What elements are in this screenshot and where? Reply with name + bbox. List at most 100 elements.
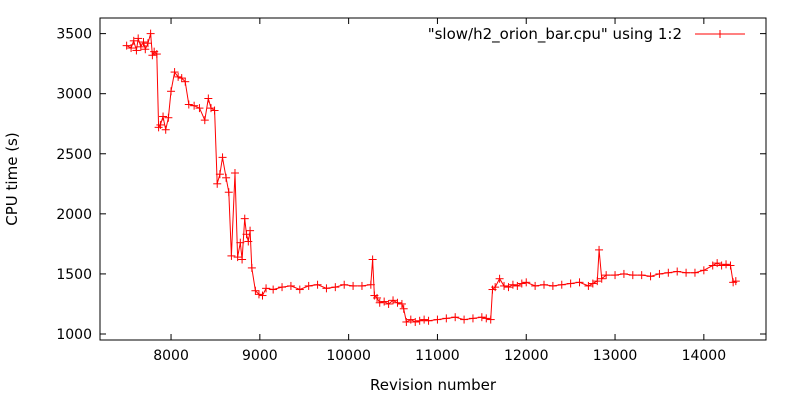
data-point <box>152 50 161 59</box>
data-point <box>236 238 245 247</box>
data-point <box>637 271 646 280</box>
data-point <box>588 279 597 288</box>
data-point <box>200 116 209 125</box>
data-point <box>468 314 477 323</box>
data-point <box>486 315 495 324</box>
data-point <box>595 245 604 254</box>
data-point <box>477 313 486 322</box>
y-tick-label: 3500 <box>56 27 92 43</box>
data-point <box>148 51 157 60</box>
data-point <box>269 285 278 294</box>
data-point <box>357 281 366 290</box>
data-point <box>251 286 260 295</box>
x-tick-label: 13000 <box>593 348 638 364</box>
data-point <box>708 261 717 270</box>
data-point <box>286 281 295 290</box>
data-point <box>122 41 131 50</box>
data-point <box>159 112 168 121</box>
y-tick-label: 1000 <box>56 327 92 343</box>
y-tick-label: 3000 <box>56 87 92 103</box>
data-point <box>218 153 227 162</box>
data-point <box>213 179 222 188</box>
x-axis-title: Revision number <box>370 376 497 394</box>
tick-labels: 8000 9000 10000 11000 12000 13000 14000 1000 150… <box>56 27 726 364</box>
data-point <box>174 72 183 81</box>
data-point <box>262 284 271 293</box>
data-point <box>247 263 256 272</box>
data-point <box>141 45 150 54</box>
data-point <box>584 281 593 290</box>
data-point <box>397 299 406 308</box>
data-point <box>215 170 224 179</box>
data-point <box>340 280 349 289</box>
y-tick-label: 2000 <box>56 207 92 223</box>
data-point <box>399 304 408 313</box>
x-tick-label: 10000 <box>326 348 371 364</box>
data-point <box>500 281 509 290</box>
data-point <box>313 280 322 289</box>
data-point <box>646 272 655 281</box>
y-tick-label: 1500 <box>56 267 92 283</box>
data-point <box>167 87 176 96</box>
data-point <box>611 271 620 280</box>
data-point <box>593 277 602 286</box>
data-point <box>242 230 251 239</box>
data-point <box>482 314 491 323</box>
data-point <box>304 281 313 290</box>
data-point <box>673 267 682 276</box>
data-point <box>224 188 233 197</box>
data-point <box>522 278 531 287</box>
data-point <box>726 261 735 270</box>
data-point <box>731 277 740 286</box>
x-tick-label: 14000 <box>682 348 727 364</box>
data-point <box>722 260 731 269</box>
data-point <box>491 283 500 292</box>
data-point <box>204 94 213 103</box>
data-point <box>170 68 179 77</box>
data-point <box>233 253 242 262</box>
data-point <box>389 296 398 305</box>
data-point <box>127 44 136 53</box>
data-point <box>375 298 384 307</box>
data-point <box>393 298 402 307</box>
legend-marker <box>716 30 724 38</box>
data-point <box>258 291 267 300</box>
data-point <box>134 34 143 43</box>
data-point <box>164 113 173 122</box>
x-tick-label: 8000 <box>153 348 189 364</box>
data-point <box>190 101 199 110</box>
data-point <box>373 293 382 302</box>
data-point <box>406 315 415 324</box>
data-point <box>682 268 691 277</box>
data-point <box>602 271 611 280</box>
data-point <box>717 261 726 270</box>
legend-label: "slow/h2_orion_bar.cpu" using 1:2 <box>428 25 682 44</box>
series-line <box>126 33 737 323</box>
data-point <box>177 74 186 83</box>
data-point <box>619 269 628 278</box>
data-point <box>402 317 411 326</box>
x-tick-label: 9000 <box>242 348 278 364</box>
data-point <box>238 255 247 264</box>
data-point <box>690 268 699 277</box>
data-point <box>129 36 138 45</box>
data-point <box>451 313 460 322</box>
data-point <box>331 283 340 292</box>
data-point <box>531 281 540 290</box>
data-point <box>442 314 451 323</box>
plot-frame <box>99 17 767 341</box>
data-point <box>349 281 358 290</box>
data-point <box>460 315 469 324</box>
data-point <box>380 297 389 306</box>
data-point <box>517 279 526 288</box>
data-point <box>540 280 548 289</box>
data-point <box>368 255 377 264</box>
data-point <box>227 251 236 260</box>
data-point <box>384 299 393 308</box>
data-point <box>411 317 420 326</box>
data-point <box>132 46 141 55</box>
y-axis-title: CPU time (s) <box>3 132 21 225</box>
data-point <box>181 77 190 86</box>
x-tick-label: 11000 <box>415 348 460 364</box>
